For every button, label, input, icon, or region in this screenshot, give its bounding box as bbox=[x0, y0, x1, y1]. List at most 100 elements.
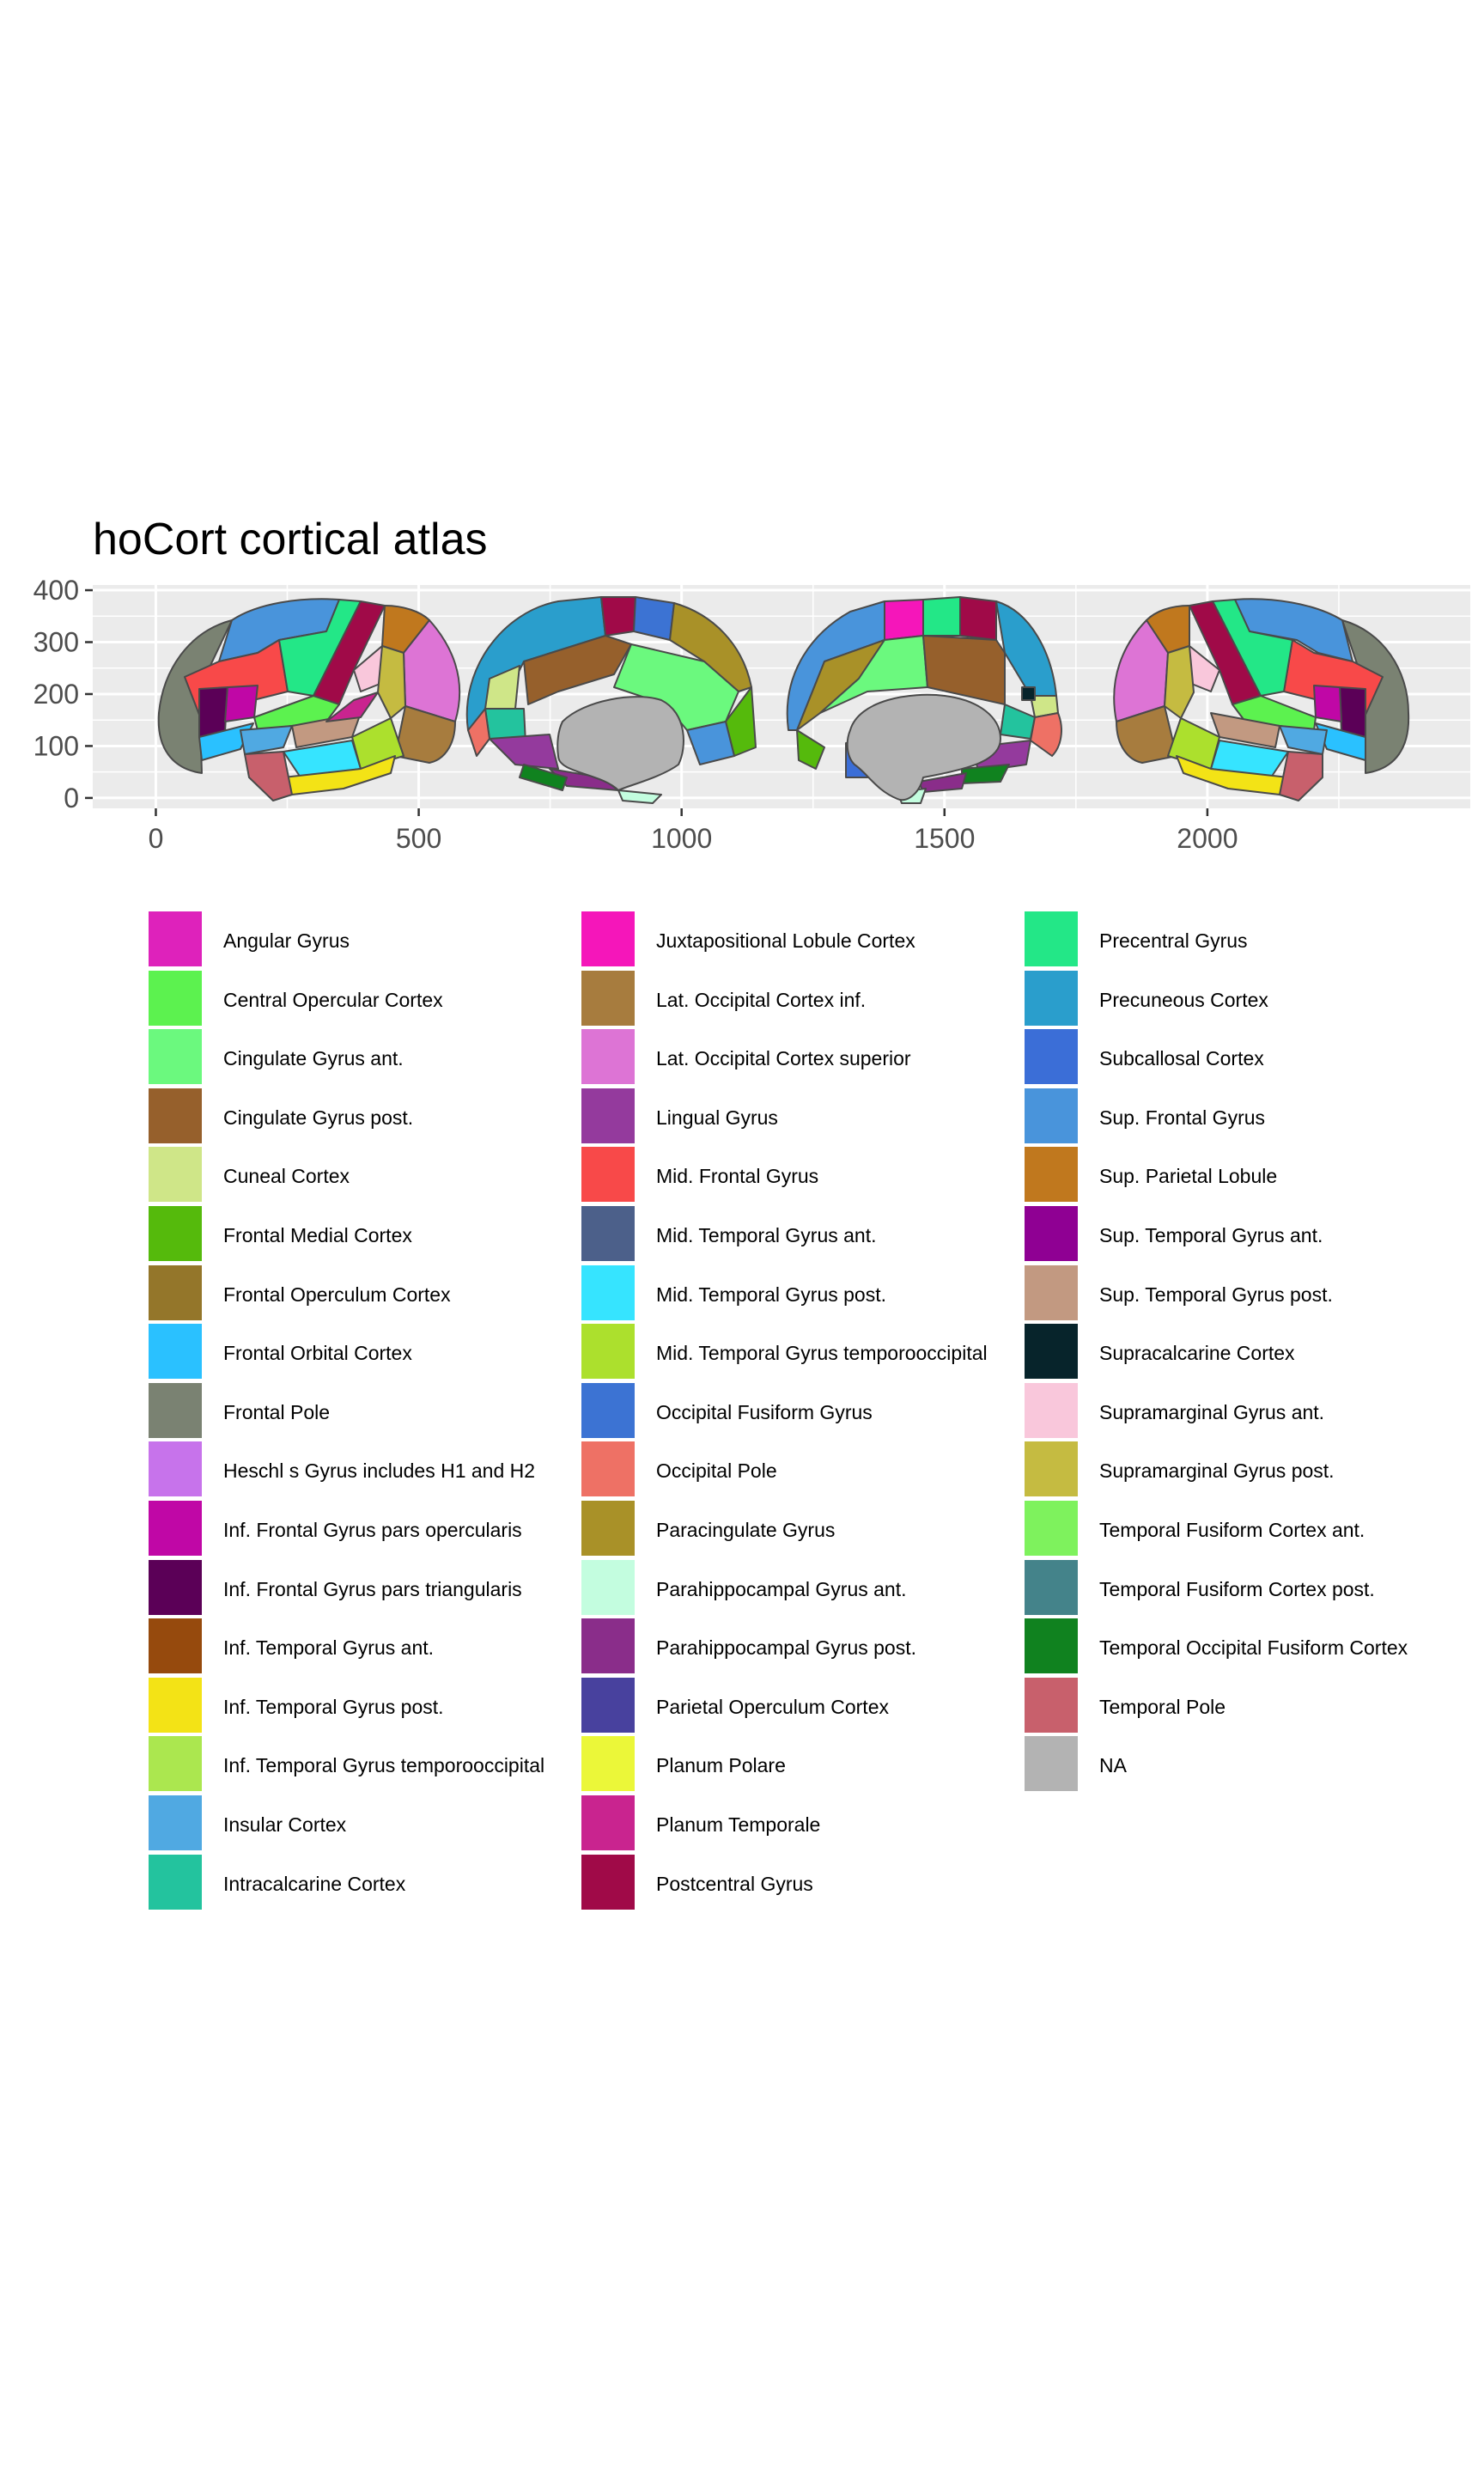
region-insular-r bbox=[1279, 725, 1328, 755]
legend-label: Subcallosal Cortex bbox=[1099, 1047, 1264, 1070]
region-supramarginal-post-r bbox=[1164, 645, 1195, 719]
tick-label-x: 1500 bbox=[914, 823, 975, 854]
legend-label: Inf. Frontal Gyrus pars opercularis bbox=[223, 1518, 522, 1541]
legend-key bbox=[148, 1618, 203, 1675]
region-lat-occ-inf bbox=[394, 705, 456, 764]
region-occ-pole-r bbox=[1030, 712, 1062, 757]
tick-label-x: 500 bbox=[396, 823, 441, 854]
legend-key bbox=[148, 1499, 203, 1557]
legend-key bbox=[581, 969, 636, 1027]
region-temporal-pole bbox=[244, 751, 293, 801]
legend-label: Angular Gyrus bbox=[223, 929, 350, 952]
legend-key bbox=[581, 1204, 636, 1262]
legend-label: Mid. Temporal Gyrus post. bbox=[656, 1283, 887, 1306]
legend-label: NA bbox=[1099, 1754, 1127, 1777]
legend-key bbox=[581, 1853, 636, 1910]
region-ifg-tri bbox=[198, 686, 228, 738]
region-paracentral bbox=[633, 596, 675, 641]
legend-key bbox=[148, 1323, 203, 1380]
legend-label: Sup. Temporal Gyrus post. bbox=[1099, 1283, 1333, 1306]
region-unknown-medial-r bbox=[846, 693, 1001, 801]
legend-label: Lat. Occipital Cortex inf. bbox=[656, 988, 867, 1011]
legend-key bbox=[1024, 1441, 1079, 1498]
brain-lateral-left bbox=[157, 598, 461, 801]
region-postcentral-r bbox=[959, 596, 997, 641]
legend-label: Temporal Fusiform Cortex post. bbox=[1099, 1577, 1375, 1600]
legend-label: Frontal Medial Cortex bbox=[223, 1223, 412, 1246]
tick-label-y: 400 bbox=[33, 575, 79, 606]
legend-key bbox=[1024, 1028, 1079, 1086]
legend-label: Insular Cortex bbox=[223, 1813, 347, 1836]
brain-lateral-right bbox=[1113, 598, 1410, 801]
legend-label: Planum Temporale bbox=[656, 1813, 821, 1836]
region-precuneous bbox=[669, 602, 752, 692]
legend-key bbox=[1024, 1558, 1079, 1616]
region-ifg-operc bbox=[224, 685, 258, 722]
legend-label: Cuneal Cortex bbox=[223, 1165, 350, 1188]
legend-key bbox=[148, 1794, 203, 1851]
legend-key bbox=[1024, 1676, 1079, 1734]
legend-label: Precentral Gyrus bbox=[1099, 929, 1248, 952]
region-mid-temp-to-r bbox=[1167, 717, 1220, 770]
region-subcallosal bbox=[686, 721, 735, 765]
legend-key bbox=[148, 1853, 203, 1910]
legend-key bbox=[581, 1676, 636, 1734]
region-supramarginal-post bbox=[377, 645, 406, 719]
tick-label-y: 200 bbox=[33, 679, 79, 710]
region-cingulate-post-r bbox=[922, 635, 1006, 705]
legend-key bbox=[148, 1381, 203, 1439]
legend-label: Cingulate Gyrus ant. bbox=[223, 1047, 404, 1070]
legend-label: Intracalcarine Cortex bbox=[223, 1872, 406, 1895]
legend-label: Parahippocampal Gyrus ant. bbox=[656, 1577, 907, 1600]
legend-label: Occipital Pole bbox=[656, 1459, 777, 1483]
legend-key bbox=[581, 1735, 636, 1793]
region-lingual bbox=[489, 734, 559, 770]
tick-label-x: 2000 bbox=[1177, 823, 1238, 854]
legend-label: Supracalcarine Cortex bbox=[1099, 1342, 1295, 1365]
legend-label: Mid. Temporal Gyrus temporooccipital bbox=[656, 1342, 988, 1365]
region-frontal-medial-r bbox=[796, 729, 825, 770]
legend-key bbox=[1024, 1499, 1079, 1557]
legend-label: Sup. Frontal Gyrus bbox=[1099, 1106, 1266, 1129]
legend-key bbox=[581, 1381, 636, 1439]
legend-label: Mid. Temporal Gyrus ant. bbox=[656, 1223, 877, 1246]
region-mid-temp-to bbox=[351, 717, 404, 770]
legend-key bbox=[1024, 1146, 1079, 1203]
legend-label: Central Opercular Cortex bbox=[223, 988, 443, 1011]
legend-key bbox=[1024, 969, 1079, 1027]
legend-key bbox=[581, 1028, 636, 1086]
legend-key bbox=[581, 1558, 636, 1616]
legend-key bbox=[581, 1264, 636, 1321]
legend-label: Inf. Temporal Gyrus post. bbox=[223, 1695, 444, 1718]
region-supracalcarine-r bbox=[1021, 686, 1036, 701]
legend-label: Inf. Temporal Gyrus ant. bbox=[223, 1636, 435, 1660]
legend-label: Juxtapositional Lobule Cortex bbox=[656, 929, 915, 952]
region-paracentral-r bbox=[884, 599, 924, 641]
region-temporal-pole-r bbox=[1279, 751, 1323, 801]
legend-label: Supramarginal Gyrus ant. bbox=[1099, 1400, 1325, 1423]
brain-medial-right bbox=[786, 596, 1062, 804]
region-ifg-operc-r bbox=[1313, 685, 1342, 722]
region-lat-occ-inf-r bbox=[1116, 705, 1177, 764]
legend-label: Parahippocampal Gyrus post. bbox=[656, 1636, 916, 1660]
legend-label: Sup. Parietal Lobule bbox=[1099, 1165, 1278, 1188]
legend-key bbox=[581, 1441, 636, 1498]
region-frontal-orbital-r bbox=[1315, 722, 1366, 761]
legend-label: Supramarginal Gyrus post. bbox=[1099, 1459, 1335, 1483]
legend-key bbox=[581, 1146, 636, 1203]
legend-key bbox=[148, 1441, 203, 1498]
legend-key bbox=[581, 1323, 636, 1380]
region-temp-occ-fusiform-m bbox=[519, 764, 568, 791]
legend-key bbox=[1024, 911, 1079, 967]
legend-key bbox=[148, 1087, 203, 1144]
legend-key bbox=[1024, 1618, 1079, 1675]
legend-label: Cingulate Gyrus post. bbox=[223, 1106, 414, 1129]
legend-key bbox=[148, 969, 203, 1027]
legend-key bbox=[581, 911, 636, 967]
legend-key bbox=[148, 911, 203, 967]
legend-label: Temporal Occipital Fusiform Cortex bbox=[1099, 1636, 1408, 1660]
legend-key bbox=[148, 1028, 203, 1086]
region-insular bbox=[240, 725, 293, 755]
legend-key bbox=[581, 1794, 636, 1851]
legend-key bbox=[1024, 1323, 1079, 1380]
